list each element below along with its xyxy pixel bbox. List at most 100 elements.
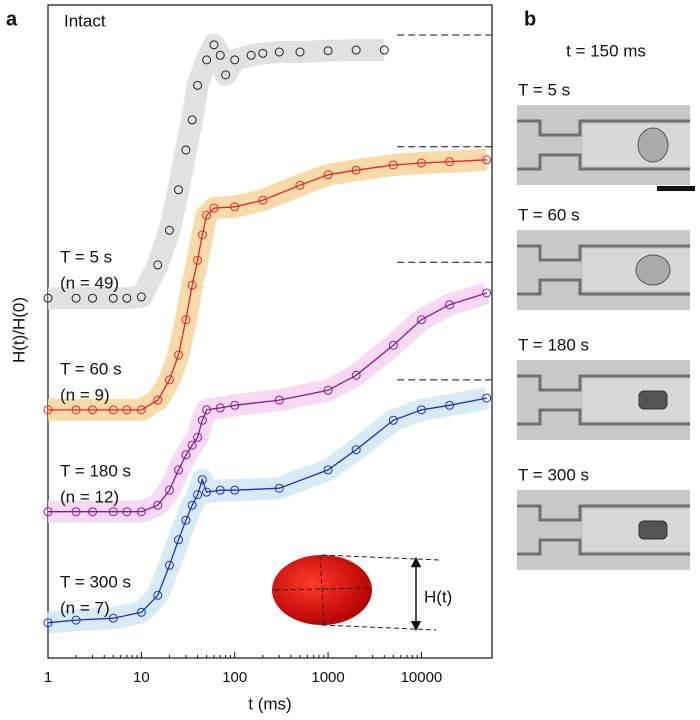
x-tick-label: 1000 <box>311 669 344 686</box>
data-point <box>187 500 197 510</box>
data-point <box>274 483 284 493</box>
data-point <box>323 170 333 180</box>
cell <box>638 520 668 540</box>
data-point <box>274 395 284 405</box>
data-point <box>187 280 197 290</box>
series-label: T = 300 s <box>60 572 131 591</box>
data-point <box>43 618 53 628</box>
data-point <box>108 613 118 623</box>
data-point <box>197 475 207 485</box>
annotation: Intact <box>64 11 106 30</box>
series-n-label: (n = 12) <box>60 487 119 506</box>
data-point <box>197 415 207 425</box>
x-tick-label: 10000 <box>401 669 443 686</box>
data-point <box>351 45 361 55</box>
channel-interior <box>583 379 690 421</box>
channel-interior <box>583 509 690 551</box>
data-point <box>379 45 389 55</box>
channel <box>517 244 690 296</box>
data-point <box>416 405 426 415</box>
data-point <box>164 485 174 495</box>
data-point <box>482 288 492 298</box>
cell <box>637 127 669 163</box>
data-point <box>122 293 132 303</box>
data-point <box>482 393 492 403</box>
inset-guide <box>319 554 325 626</box>
data-point <box>221 70 231 80</box>
data-point <box>230 55 240 65</box>
image-label: T = 300 s <box>518 465 589 484</box>
x-tick-label: 1 <box>44 669 52 686</box>
data-point <box>388 415 398 425</box>
data-point <box>215 485 225 495</box>
data-point <box>136 292 146 302</box>
data-point <box>43 293 53 303</box>
series-label: T = 60 s <box>60 359 122 378</box>
series-n-label: (n = 49) <box>60 273 119 292</box>
cell <box>635 254 671 286</box>
data-point <box>71 615 81 625</box>
panel-b-title: t = 150 ms <box>566 41 646 60</box>
data-point <box>230 202 240 212</box>
x-axis-label: t (ms) <box>248 694 291 713</box>
data-point <box>445 400 455 410</box>
data-point <box>164 560 174 570</box>
channel-interior <box>583 124 690 166</box>
data-point <box>482 155 492 165</box>
data-point <box>43 405 53 415</box>
inset-label: H(t) <box>424 587 452 606</box>
data-point <box>174 535 184 545</box>
data-point <box>187 440 197 450</box>
data-point <box>246 50 256 60</box>
fit-line <box>48 292 487 513</box>
data-point <box>88 293 98 303</box>
data-point <box>136 405 146 415</box>
data-point <box>43 507 53 517</box>
data-point <box>193 255 203 265</box>
data-point <box>388 340 398 350</box>
data-point <box>122 405 132 415</box>
data-point <box>88 405 98 415</box>
data-point <box>230 400 240 410</box>
plot-frame <box>47 4 493 659</box>
data-point <box>202 487 212 497</box>
data-point <box>388 160 398 170</box>
data-point <box>71 405 81 415</box>
data-point <box>202 405 212 415</box>
data-point <box>108 293 118 303</box>
data-point <box>202 210 212 220</box>
data-point <box>202 55 212 65</box>
x-tick-label: 10 <box>133 669 150 686</box>
x-tick-label: 100 <box>222 669 247 686</box>
series-n-label: (n = 9) <box>60 385 110 404</box>
data-point <box>136 507 146 517</box>
data-point <box>108 405 118 415</box>
image-label: T = 60 s <box>518 205 580 224</box>
series-label: T = 5 s <box>60 247 112 266</box>
data-point <box>193 432 203 442</box>
data-point <box>181 515 191 525</box>
data-point <box>174 350 184 360</box>
data-point <box>416 315 426 325</box>
data-point <box>209 203 219 213</box>
data-point <box>323 46 333 56</box>
data-point <box>164 225 174 235</box>
data-point <box>153 260 163 270</box>
data-point <box>445 300 455 310</box>
y-axis-label: H(t)/H(0) <box>9 297 28 363</box>
data-point <box>181 450 191 460</box>
data-point <box>416 158 426 168</box>
data-point <box>295 180 305 190</box>
data-point <box>323 465 333 475</box>
data-point <box>209 40 219 50</box>
panel-label: a <box>6 8 18 30</box>
data-point <box>215 50 225 60</box>
channel <box>517 504 690 556</box>
data-point <box>153 590 163 600</box>
data-point <box>122 507 132 517</box>
data-point <box>215 403 225 413</box>
data-point <box>174 185 184 195</box>
series-n-label: (n = 7) <box>60 598 110 617</box>
data-point <box>181 315 191 325</box>
